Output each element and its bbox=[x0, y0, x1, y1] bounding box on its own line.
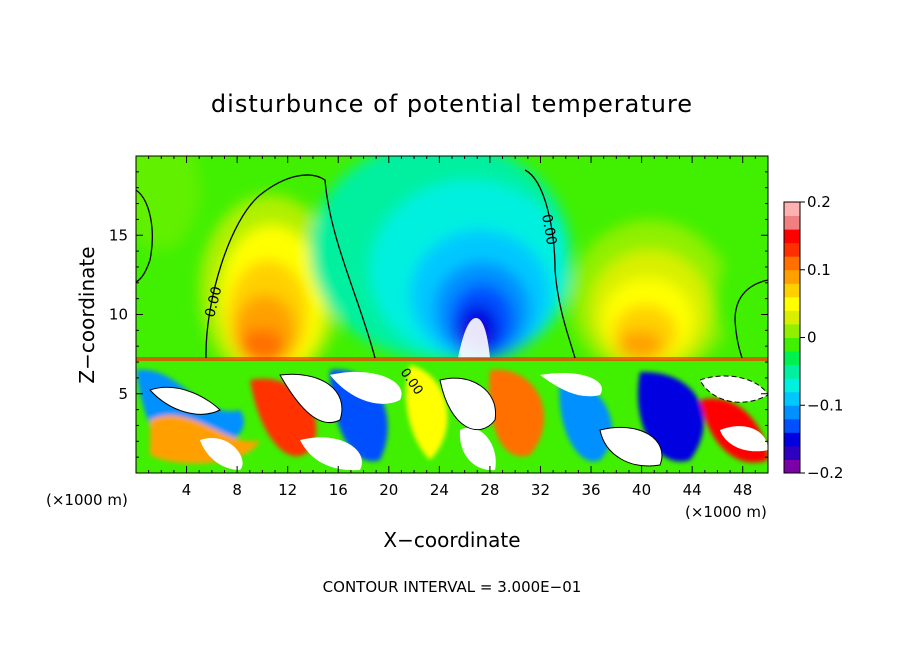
x-tick-label: 24 bbox=[430, 481, 449, 499]
x-tick-label: 20 bbox=[379, 481, 398, 499]
colorbar-swatch bbox=[784, 310, 800, 325]
colorbar: 0.2 0.1 0 −0.1 −0.2 bbox=[783, 193, 843, 482]
colorbar-swatch bbox=[784, 351, 800, 366]
x-tick-label: 12 bbox=[278, 481, 297, 499]
colorbar-tick-label: 0.1 bbox=[807, 261, 831, 279]
y-axis-label: Z−coordinate bbox=[75, 246, 99, 383]
y-axis: 5 10 15 bbox=[109, 171, 768, 458]
contour-label: 0.00 bbox=[538, 213, 559, 246]
colorbar-swatch bbox=[784, 323, 800, 338]
x-axis-label: X−coordinate bbox=[383, 528, 520, 552]
colorbar-swatch bbox=[784, 391, 800, 406]
y-tick-label: 5 bbox=[118, 385, 128, 403]
colorbar-swatch bbox=[784, 202, 800, 217]
x-unit-right: (×1000 m) bbox=[685, 503, 767, 521]
x-tick-label: 44 bbox=[683, 481, 702, 499]
chart-title: disturbunce of potential temperature bbox=[211, 90, 693, 118]
colorbar-swatch bbox=[784, 337, 800, 352]
colorbar-tick-label: 0 bbox=[807, 329, 817, 347]
colorbar-tick-label: −0.2 bbox=[807, 464, 843, 482]
colorbar-swatch bbox=[784, 445, 800, 460]
colorbar-tick-label: 0.2 bbox=[807, 193, 831, 211]
x-tick-label: 40 bbox=[632, 481, 651, 499]
heatmap-field bbox=[136, 156, 768, 473]
colorbar-swatch bbox=[784, 459, 800, 474]
x-tick-label: 32 bbox=[531, 481, 550, 499]
contour-label: 0.00 bbox=[202, 285, 225, 319]
colorbar-swatch bbox=[784, 256, 800, 271]
colorbar-tick-label: −0.1 bbox=[807, 396, 843, 414]
colorbar-swatch bbox=[784, 242, 800, 257]
colorbar-swatch bbox=[784, 269, 800, 284]
x-tick-label: 16 bbox=[329, 481, 348, 499]
colorbar-swatch bbox=[784, 378, 800, 393]
colorbar-swatch bbox=[784, 283, 800, 298]
colorbar-swatch bbox=[784, 405, 800, 420]
colorbar-swatch bbox=[784, 229, 800, 244]
y-tick-label: 15 bbox=[109, 226, 128, 244]
colorbar-swatch bbox=[784, 215, 800, 230]
x-tick-label: 48 bbox=[733, 481, 752, 499]
colorbar-swatch bbox=[784, 418, 800, 433]
contour-interval-note: CONTOUR INTERVAL = 3.000E−01 bbox=[323, 578, 582, 596]
colorbar-swatch bbox=[784, 296, 800, 311]
colorbar-swatch bbox=[784, 364, 800, 379]
x-unit-left: (×1000 m) bbox=[46, 491, 128, 509]
x-tick-label: 36 bbox=[581, 481, 600, 499]
warm-bulge bbox=[458, 318, 490, 358]
x-tick-label: 8 bbox=[232, 481, 242, 499]
y-tick-label: 10 bbox=[109, 306, 128, 324]
x-tick-label: 28 bbox=[480, 481, 499, 499]
x-tick-label: 4 bbox=[182, 481, 192, 499]
colorbar-swatch bbox=[784, 432, 800, 447]
x-axis: 4 8 12 16 20 24 28 32 36 40 44 48 bbox=[148, 156, 756, 499]
